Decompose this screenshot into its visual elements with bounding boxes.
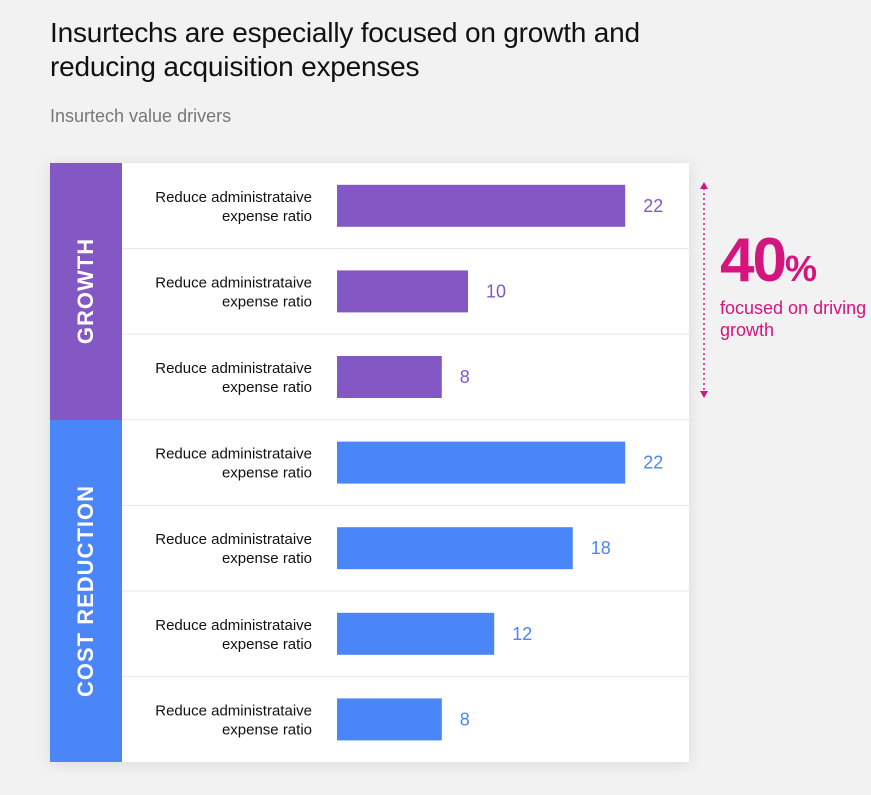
bar-value-label: 10 — [486, 281, 506, 301]
bar — [337, 612, 495, 655]
growth-percentage-sign: % — [784, 248, 817, 289]
bar-value-label: 8 — [460, 367, 470, 387]
bar-value-label: 22 — [643, 453, 663, 473]
bar-value-label: 18 — [591, 538, 611, 558]
bar-value-label: 22 — [643, 196, 663, 216]
growth-percentage-value: 40 — [720, 226, 787, 295]
growth-bracket-arrow — [700, 182, 708, 398]
bar-category-label: Reduce administrataive expense ratio — [155, 274, 312, 310]
bar — [337, 184, 626, 227]
bar-category-label: Reduce administrataive expense ratio — [155, 360, 312, 396]
bar-category-label: Reduce administrataive expense ratio — [155, 702, 312, 738]
group-band-growth: GROWTH — [50, 163, 122, 420]
chart-title: Insurtechs are especially focused on gro… — [50, 17, 640, 82]
bar — [337, 356, 442, 398]
chart-card: GROWTH COST REDUCTION Reduce administrat… — [50, 163, 689, 763]
bar-category-label: Reduce administrataive expense ratio — [155, 531, 312, 567]
group-band-cost-reduction: COST REDUCTION — [50, 419, 122, 763]
bar — [337, 270, 468, 313]
bar — [337, 698, 442, 741]
bar-value-label: 12 — [512, 624, 532, 644]
bar-chart-svg: Reduce administrataive expense ratio 22 Red… — [122, 184, 689, 741]
growth-percentage: 40% — [720, 230, 817, 292]
bar-category-label: Reduce administrataive expense ratio — [155, 446, 312, 482]
bar — [337, 527, 573, 570]
bar-value-label: 8 — [460, 709, 470, 729]
growth-caption: focused on driving growth — [720, 298, 867, 340]
chart-subtitle: Insurtech value drivers — [50, 106, 232, 126]
bar — [337, 441, 626, 484]
bar-category-label: Reduce administrataive expense ratio — [155, 189, 312, 225]
bar-category-label: Reduce administrataive expense ratio — [155, 617, 312, 653]
